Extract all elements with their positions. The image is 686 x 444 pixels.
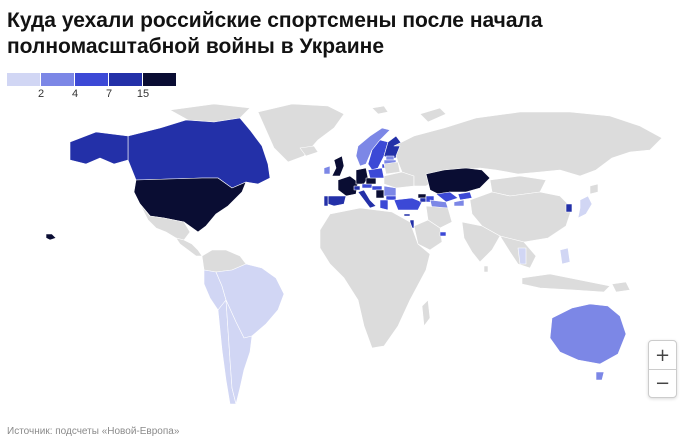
map-title: Куда уехали российские спортсмены после … bbox=[7, 9, 543, 58]
region-russia[interactable] bbox=[393, 111, 663, 187]
region-kyrgyzstan[interactable] bbox=[457, 191, 473, 201]
region-africa[interactable] bbox=[319, 207, 431, 349]
region-thailand[interactable] bbox=[517, 247, 527, 265]
region-bulgaria[interactable] bbox=[385, 195, 397, 201]
legend-labels: 2 4 7 15 bbox=[7, 88, 177, 102]
legend-label-4: 15 bbox=[136, 88, 150, 100]
region-sweden[interactable] bbox=[367, 139, 389, 171]
legend-label-1: 2 bbox=[37, 88, 45, 100]
legend-swatches bbox=[7, 73, 177, 86]
region-estonia[interactable] bbox=[385, 155, 395, 161]
region-austria[interactable] bbox=[361, 183, 373, 189]
legend-swatch-4 bbox=[109, 73, 142, 86]
region-india[interactable] bbox=[461, 221, 501, 263]
region-papua-new-guinea[interactable] bbox=[611, 281, 631, 293]
region-indonesia[interactable] bbox=[521, 273, 611, 293]
region-novaya-zemlya[interactable] bbox=[419, 107, 447, 123]
region-southeast-asia[interactable] bbox=[499, 235, 537, 269]
legend-swatch-3 bbox=[75, 73, 108, 86]
region-uae[interactable] bbox=[439, 231, 447, 237]
zoom-in-button[interactable]: + bbox=[654, 344, 671, 366]
region-usa[interactable] bbox=[133, 177, 247, 233]
region-poland[interactable] bbox=[367, 167, 385, 179]
legend-swatch-2 bbox=[41, 73, 74, 86]
region-kazakhstan[interactable] bbox=[425, 167, 491, 195]
region-argentina[interactable] bbox=[225, 299, 253, 405]
region-svalbard[interactable] bbox=[371, 105, 389, 115]
region-canada[interactable] bbox=[127, 117, 271, 189]
region-uzbekistan[interactable] bbox=[435, 191, 459, 203]
zoom-out-button[interactable]: − bbox=[649, 369, 676, 397]
region-belarus[interactable] bbox=[383, 161, 401, 175]
world-map[interactable] bbox=[0, 100, 686, 420]
region-iceland[interactable] bbox=[299, 145, 319, 157]
region-japan-north[interactable] bbox=[589, 183, 599, 195]
region-serbia[interactable] bbox=[375, 189, 385, 199]
region-sri-lanka[interactable] bbox=[483, 265, 489, 273]
region-cyprus[interactable] bbox=[403, 213, 411, 217]
region-alaska[interactable] bbox=[69, 131, 129, 165]
region-australia[interactable] bbox=[595, 371, 605, 381]
region-georgia[interactable] bbox=[417, 193, 427, 199]
region-armenia[interactable] bbox=[419, 197, 427, 203]
region-philippines[interactable] bbox=[559, 247, 571, 265]
region-iran[interactable] bbox=[425, 205, 453, 229]
region-czech-republic[interactable] bbox=[365, 177, 377, 185]
legend-label-3: 7 bbox=[105, 88, 113, 100]
region-italy[interactable] bbox=[357, 189, 377, 209]
region-hungary[interactable] bbox=[371, 185, 383, 191]
region-spain[interactable] bbox=[327, 195, 347, 207]
region-turkey[interactable] bbox=[393, 197, 423, 211]
region-tajikistan[interactable] bbox=[453, 199, 465, 207]
source-note: Источник: подсчеты «Новой-Европа» bbox=[7, 426, 180, 437]
region-south-korea[interactable] bbox=[565, 203, 573, 213]
region-madagascar[interactable] bbox=[421, 299, 431, 327]
legend-label-2: 4 bbox=[71, 88, 79, 100]
color-legend: 2 4 7 15 bbox=[7, 73, 177, 103]
region-greenland[interactable] bbox=[257, 103, 345, 163]
zoom-controls: + − bbox=[648, 340, 677, 398]
region-switzerland[interactable] bbox=[353, 185, 361, 191]
legend-swatch-1 bbox=[7, 73, 40, 86]
region-romania[interactable] bbox=[383, 185, 397, 197]
region-central-america[interactable] bbox=[175, 237, 203, 257]
region-australia[interactable] bbox=[549, 303, 627, 365]
region-ireland[interactable] bbox=[323, 165, 331, 175]
legend-swatch-5 bbox=[143, 73, 176, 86]
region-japan[interactable] bbox=[577, 195, 593, 219]
region-greece[interactable] bbox=[379, 199, 389, 211]
region-uk[interactable] bbox=[331, 155, 345, 177]
region-france[interactable] bbox=[337, 175, 359, 197]
region-portugal[interactable] bbox=[323, 195, 329, 207]
region-hawaii[interactable] bbox=[45, 233, 57, 241]
